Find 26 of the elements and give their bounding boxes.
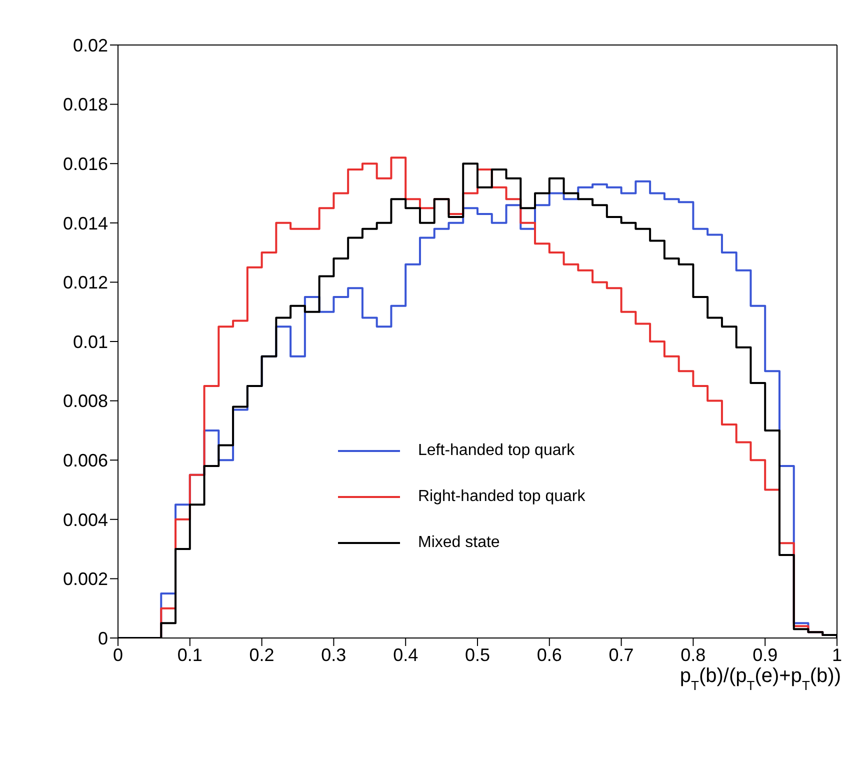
y-tick-label: 0.012 — [62, 272, 108, 293]
x-axis-title: p$_{T}$(b)/(p$_{T}$(e)+p$_{T}$(b)) — [680, 665, 841, 692]
x-tick-label: 0.4 — [393, 644, 418, 665]
y-tick-label: 0.02 — [72, 35, 108, 56]
x-tick-label: 0.3 — [321, 644, 346, 665]
x-tick-label: 0.6 — [536, 644, 562, 665]
y-tick-label: 0 — [98, 628, 108, 648]
x-tick-label: 1 — [832, 644, 842, 665]
y-tick-label: 0.008 — [62, 391, 108, 412]
x-tick-label: 0.2 — [249, 644, 274, 665]
x-tick-label: 0.7 — [608, 644, 634, 665]
legend-label: Mixed state — [418, 534, 500, 552]
y-tick-label: 0.004 — [62, 510, 108, 530]
y-tick-label: 0.016 — [62, 154, 108, 174]
legend-label: Right-handed top quark — [418, 488, 586, 506]
x-tick-label: 0.1 — [177, 644, 202, 665]
y-tick-label: 0.01 — [72, 332, 108, 352]
legend-label: Left-handed top quark — [418, 442, 575, 460]
y-tick-label: 0.006 — [62, 450, 108, 470]
x-tick-label: 0.9 — [752, 644, 778, 665]
y-tick-label: 0.014 — [62, 213, 108, 234]
x-tick-label: 0.5 — [464, 644, 490, 665]
y-tick-label: 0.018 — [62, 94, 108, 115]
x-tick-label: 0 — [112, 644, 124, 665]
y-tick-label: 0.002 — [62, 569, 108, 590]
x-tick-label: 0.8 — [680, 644, 706, 665]
